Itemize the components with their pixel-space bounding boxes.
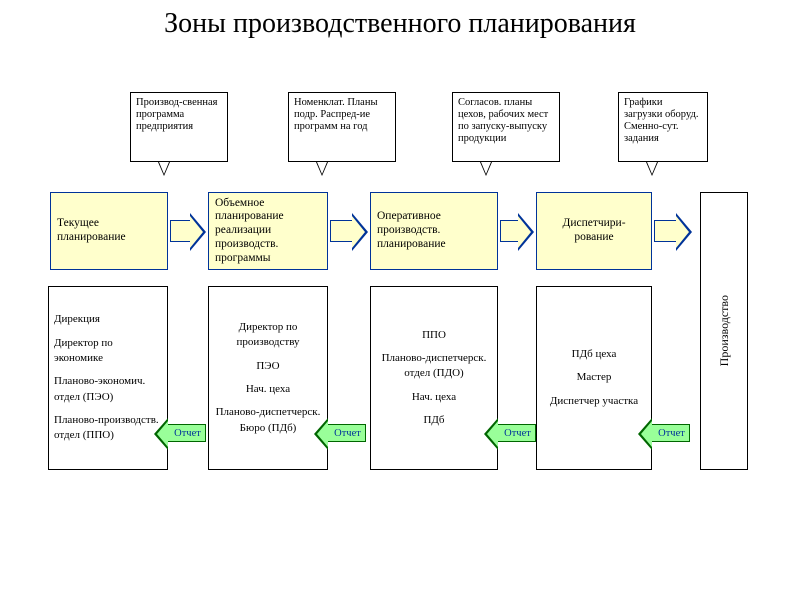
stage-line: планирование [57,231,161,245]
callout-2: Согласов. планы цехов, рабочих мест по з… [452,92,560,162]
report-arrow-2: Отчет [498,424,536,442]
forward-arrow-3 [654,220,676,242]
role-text: Планово-диспетчерск. отдел (ПДО) [376,351,492,382]
callout-1: Номенклат. Планы подр. Распред-ие програ… [288,92,396,162]
forward-arrow-2 [500,220,518,242]
stage-line: производств. [377,224,491,238]
stage-line: Объемное [215,197,321,211]
role-text: Диспетчер участка [542,394,646,409]
role-text: Планово-производств. отдел (ППО) [54,413,162,444]
page-title: Зоны производственного планирования [0,8,800,40]
report-arrow-3: Отчет [652,424,690,442]
callout-tail-2 [480,162,492,176]
forward-arrow-1 [330,220,352,242]
stage-line: Оперативное [377,210,491,224]
report-arrow-0: Отчет [168,424,206,442]
role-text: Планово-экономич. отдел (ПЭО) [54,374,162,405]
stage-box-0: Текущеепланирование [50,192,168,270]
role-text: ПДб цеха [542,347,646,362]
callout-tail-0 [158,162,170,176]
stage-line: Текущее [57,217,161,231]
role-box-2: ППО Планово-диспетчерск. отдел (ПДО) Нач. … [370,286,498,470]
production-label: Производство [717,295,732,366]
role-text: Мастер [542,370,646,385]
report-arrow-1: Отчет [328,424,366,442]
role-text: ПЭО [214,359,322,374]
stage-line: планирование [215,210,321,224]
role-box-0: Дирекция Директор по экономике Планово-эко… [48,286,168,470]
forward-arrow-0 [170,220,190,242]
production-box: Производство [700,192,748,470]
role-text: Нач. цеха [376,390,492,405]
stage-line: планирование [377,238,491,252]
role-text: Планово-диспетчерск. Бюро (ПДб) [214,405,322,436]
role-text: Дирекция [54,312,162,327]
role-text: ППО [376,328,492,343]
role-text: Директор по экономике [54,336,162,367]
callout-3: Графики загрузки оборуд. Сменно-сут. зад… [618,92,708,162]
callout-0: Производ-свенная программа предприятия [130,92,228,162]
role-text: Нач. цеха [214,382,322,397]
stage-line: Диспетчири- [562,217,625,231]
callout-tail-1 [316,162,328,176]
role-box-3: ПДб цеха Мастер Диспетчер участка [536,286,652,470]
stage-box-1: Объемноепланированиереализациипроизводст… [208,192,328,270]
stage-line: программы [215,252,321,266]
stage-box-2: Оперативноепроизводств.планирование [370,192,498,270]
stage-line: реализации [215,224,321,238]
role-text: ПДб [376,413,492,428]
stage-box-3: Диспетчири-рование [536,192,652,270]
stage-line: рование [574,231,613,245]
role-text: Директор по производству [214,320,322,351]
callout-tail-3 [646,162,658,176]
role-box-1: Директор по производству ПЭО Нач. цеха План… [208,286,328,470]
stage-line: производств. [215,238,321,252]
